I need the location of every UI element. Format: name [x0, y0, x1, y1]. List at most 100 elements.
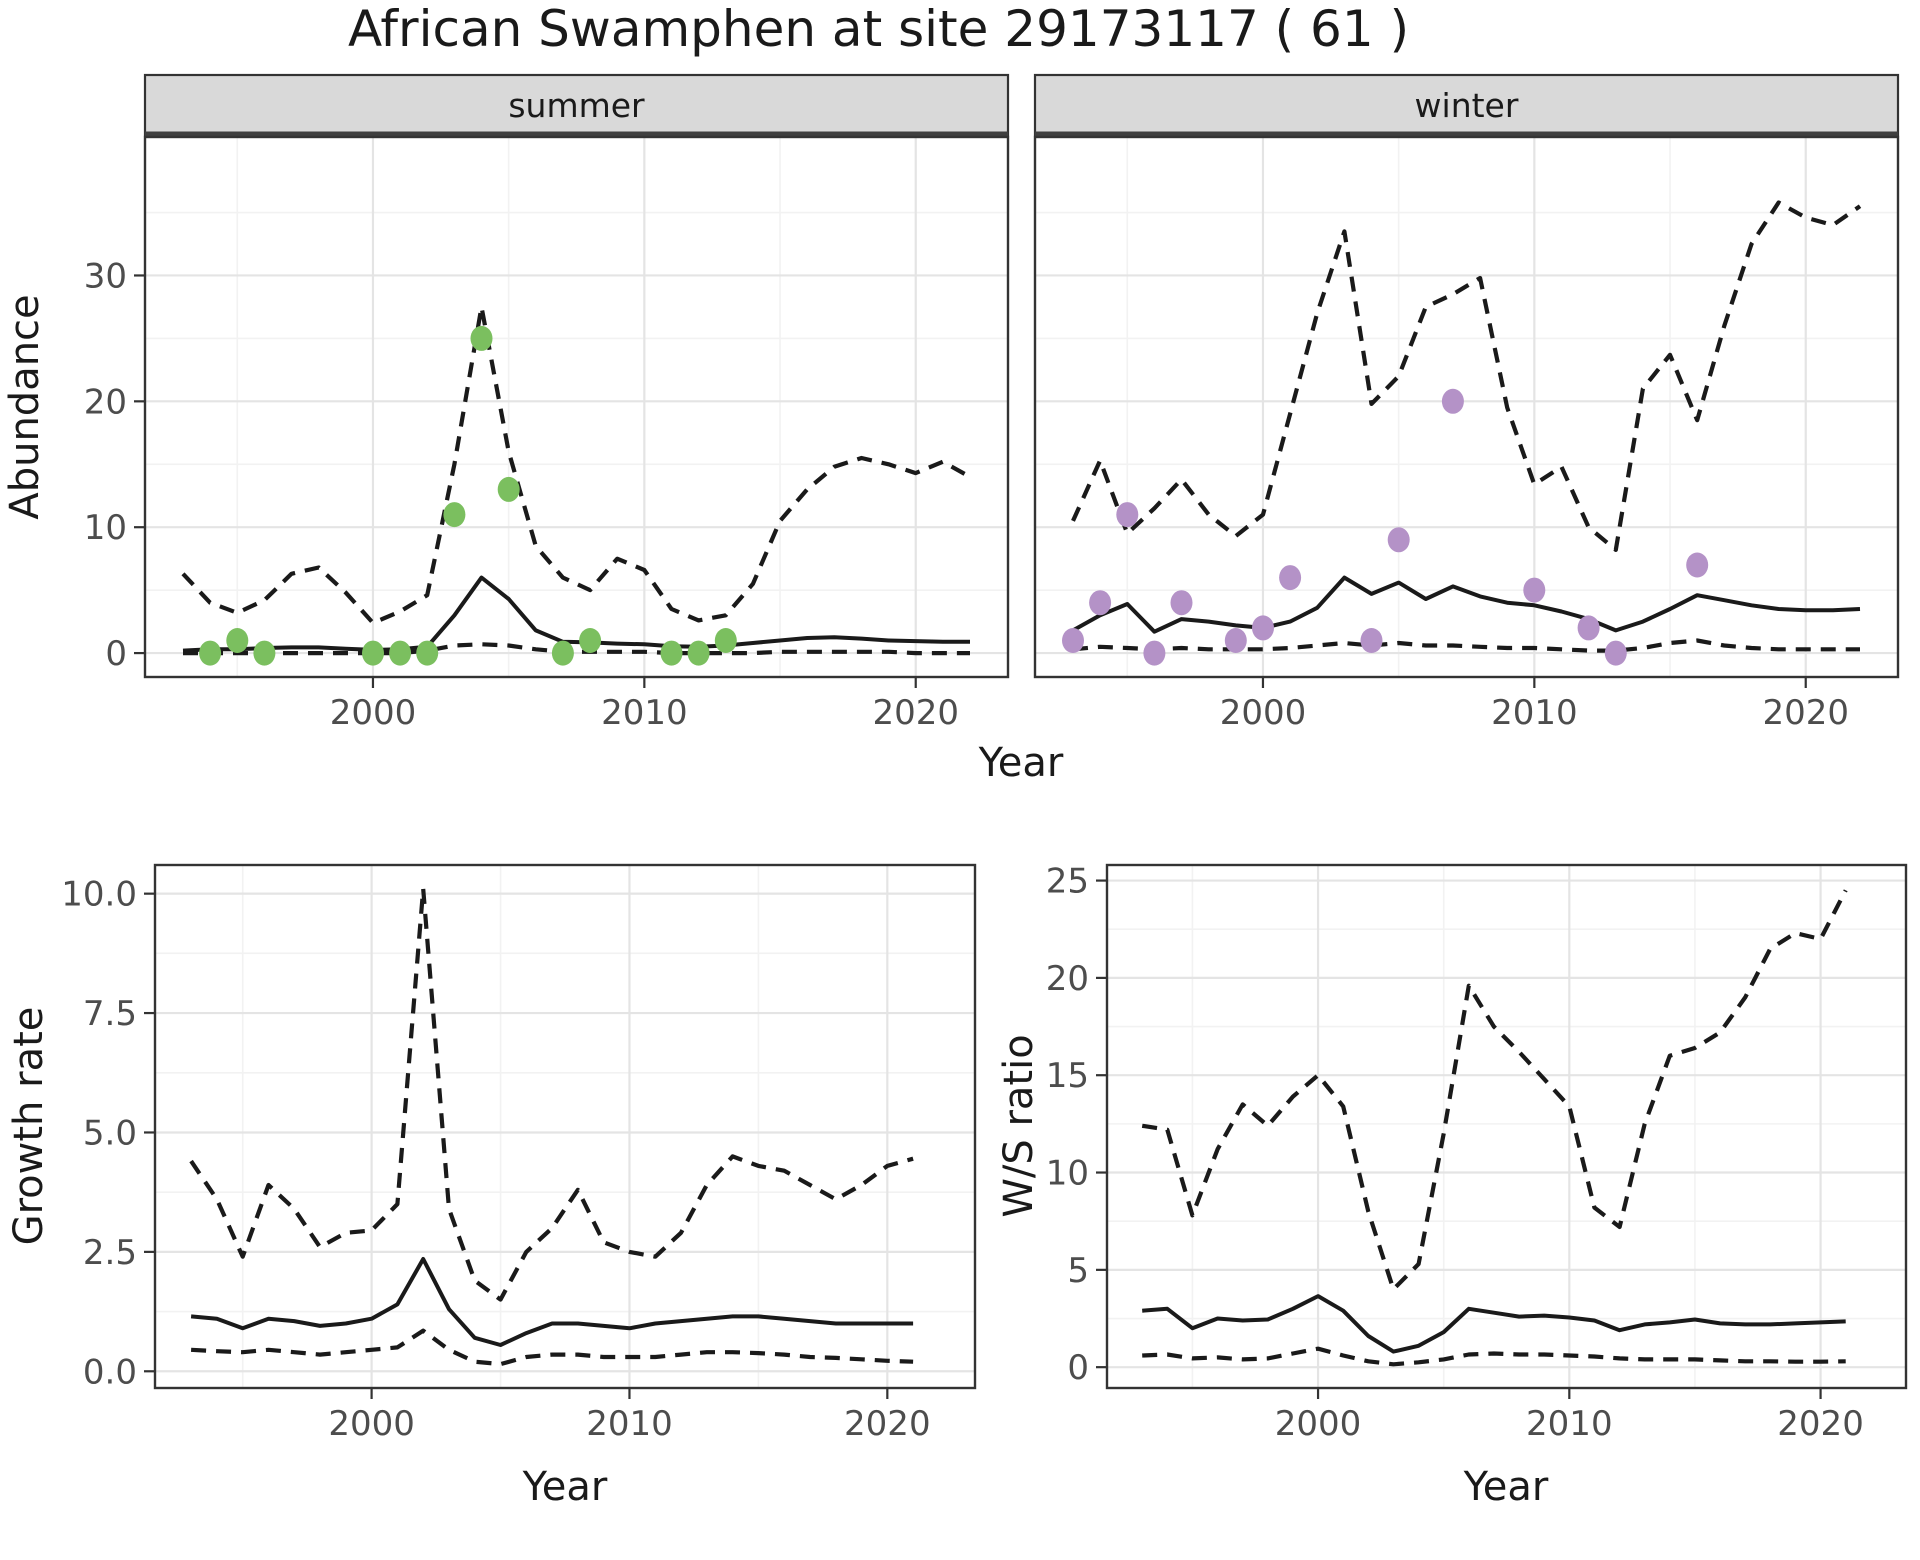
facet-strip-winter: winter: [1033, 73, 1900, 137]
x-tick-label: 2000: [1220, 693, 1307, 733]
series-upper_ci-line: [1141, 889, 1848, 1292]
y-tick-label: 0.0: [83, 1352, 137, 1392]
obs-point: [687, 640, 710, 666]
x-axis: 2000 2010 2020: [1220, 677, 1849, 733]
obs-point: [497, 476, 520, 502]
axis-title: W/S ratio: [996, 1034, 1042, 1217]
panel-ws-ratio: 2000 2010 2020 0 5 10 15 20 25: [1046, 862, 1908, 1444]
gridlines: [155, 865, 975, 1388]
obs-point: [1062, 628, 1084, 653]
y-axis: 0 5 10 15 20 25: [1046, 862, 1107, 1388]
obs-point: [1224, 628, 1247, 653]
y-tick-label: 5.0: [83, 1113, 137, 1153]
panel-border: [143, 135, 1010, 679]
panel-border: [1105, 863, 1908, 1390]
y-tick-label: 7.5: [83, 994, 137, 1034]
series-upper_ci-line: [1071, 200, 1862, 553]
x-axis: 2000 2010 2020: [330, 677, 959, 733]
gridlines: [1107, 865, 1906, 1388]
observed-points: [1062, 388, 1709, 666]
x-tick-label: 2000: [1275, 1404, 1362, 1444]
obs-point: [199, 640, 222, 666]
panel-border: [153, 863, 977, 1390]
facet-strip-summer: summer: [143, 73, 1010, 137]
obs-point: [551, 640, 574, 666]
y-axis: 0 10 20 30: [84, 256, 145, 674]
observed-points: [199, 325, 737, 666]
axis-title: Year: [522, 1464, 608, 1510]
facet-strip-label: summer: [508, 86, 645, 125]
x-axis: 2000 2010 2020: [328, 1388, 931, 1444]
obs-point: [470, 325, 493, 351]
obs-point: [1252, 615, 1274, 641]
series-median-line: [1072, 575, 1861, 634]
x-tick-label: 2010: [1526, 1404, 1613, 1444]
obs-point: [1143, 640, 1166, 666]
series-lower_ci-line: [183, 642, 970, 656]
chart-title: African Swamphen at site 29173117 ( 61 ): [348, 0, 1410, 58]
obs-point: [1523, 577, 1546, 603]
y-tick-label: 5: [1067, 1251, 1089, 1291]
axis-title: Year: [978, 740, 1064, 786]
obs-point: [1089, 590, 1112, 616]
series-lower_ci-line: [1142, 1346, 1846, 1367]
y-tick-label: 10: [1046, 1154, 1089, 1194]
y-axis: 0.0 2.5 5.0 7.5 10.0: [61, 875, 155, 1392]
series-median-line: [182, 575, 970, 653]
series-upper_ci-line: [189, 886, 914, 1302]
axis-title: Abundance: [2, 294, 48, 519]
panel-summer: 2000 2010 2020 0 10 20 30: [84, 135, 1010, 733]
x-tick-label: 2000: [330, 693, 417, 733]
y-tick-label: 0: [105, 634, 127, 674]
y-tick-label: 30: [84, 256, 127, 296]
x-tick-label: 2020: [1762, 693, 1849, 733]
obs-point: [1279, 565, 1302, 591]
series-upper_ci-line: [181, 304, 972, 626]
axis-title: Growth rate: [6, 1007, 52, 1246]
obs-point: [1387, 527, 1410, 553]
panel-growth-rate: 2000 2010 2020 0.0 2.5 5.0 7.5 10.0: [61, 863, 977, 1444]
x-tick-label: 2010: [1491, 693, 1578, 733]
obs-point: [226, 628, 249, 653]
obs-point: [1116, 502, 1139, 528]
obs-point: [389, 640, 412, 666]
x-tick-label: 2010: [586, 1404, 673, 1444]
x-tick-label: 2010: [601, 693, 688, 733]
x-tick-label: 2000: [328, 1404, 415, 1444]
y-tick-label: 20: [84, 382, 127, 422]
series-lower_ci-line: [1072, 638, 1860, 653]
panel-winter: 2000 2010 2020: [1033, 135, 1900, 733]
x-tick-label: 2020: [844, 1404, 931, 1444]
x-tick-label: 2020: [1777, 1404, 1864, 1444]
obs-point: [416, 640, 439, 666]
series-median-line: [1142, 1294, 1846, 1354]
panel-border: [1033, 135, 1900, 679]
obs-point: [1686, 552, 1709, 578]
gridlines: [1035, 137, 1898, 677]
obs-point: [362, 640, 384, 666]
obs-point: [579, 628, 602, 653]
series-lower_ci-line: [190, 1328, 914, 1367]
y-tick-label: 0: [1067, 1348, 1089, 1388]
x-tick-label: 2020: [872, 693, 959, 733]
y-tick-label: 2.5: [83, 1233, 137, 1273]
y-tick-label: 15: [1046, 1056, 1089, 1096]
facet-strip-label: winter: [1415, 86, 1519, 125]
obs-point: [1360, 628, 1383, 653]
x-axis: 2000 2010 2020: [1275, 1388, 1864, 1444]
obs-point: [1441, 388, 1464, 414]
obs-point: [443, 502, 466, 528]
obs-point: [1170, 590, 1193, 616]
obs-point: [714, 628, 737, 653]
y-tick-label: 20: [1046, 959, 1089, 999]
y-tick-label: 10.0: [61, 875, 137, 915]
y-tick-label: 10: [84, 508, 127, 548]
obs-point: [253, 640, 276, 666]
series-median-line: [190, 1257, 914, 1347]
axis-title: Year: [1463, 1464, 1549, 1510]
obs-point: [1577, 615, 1600, 641]
obs-point: [1604, 640, 1627, 666]
y-tick-label: 25: [1046, 862, 1089, 902]
